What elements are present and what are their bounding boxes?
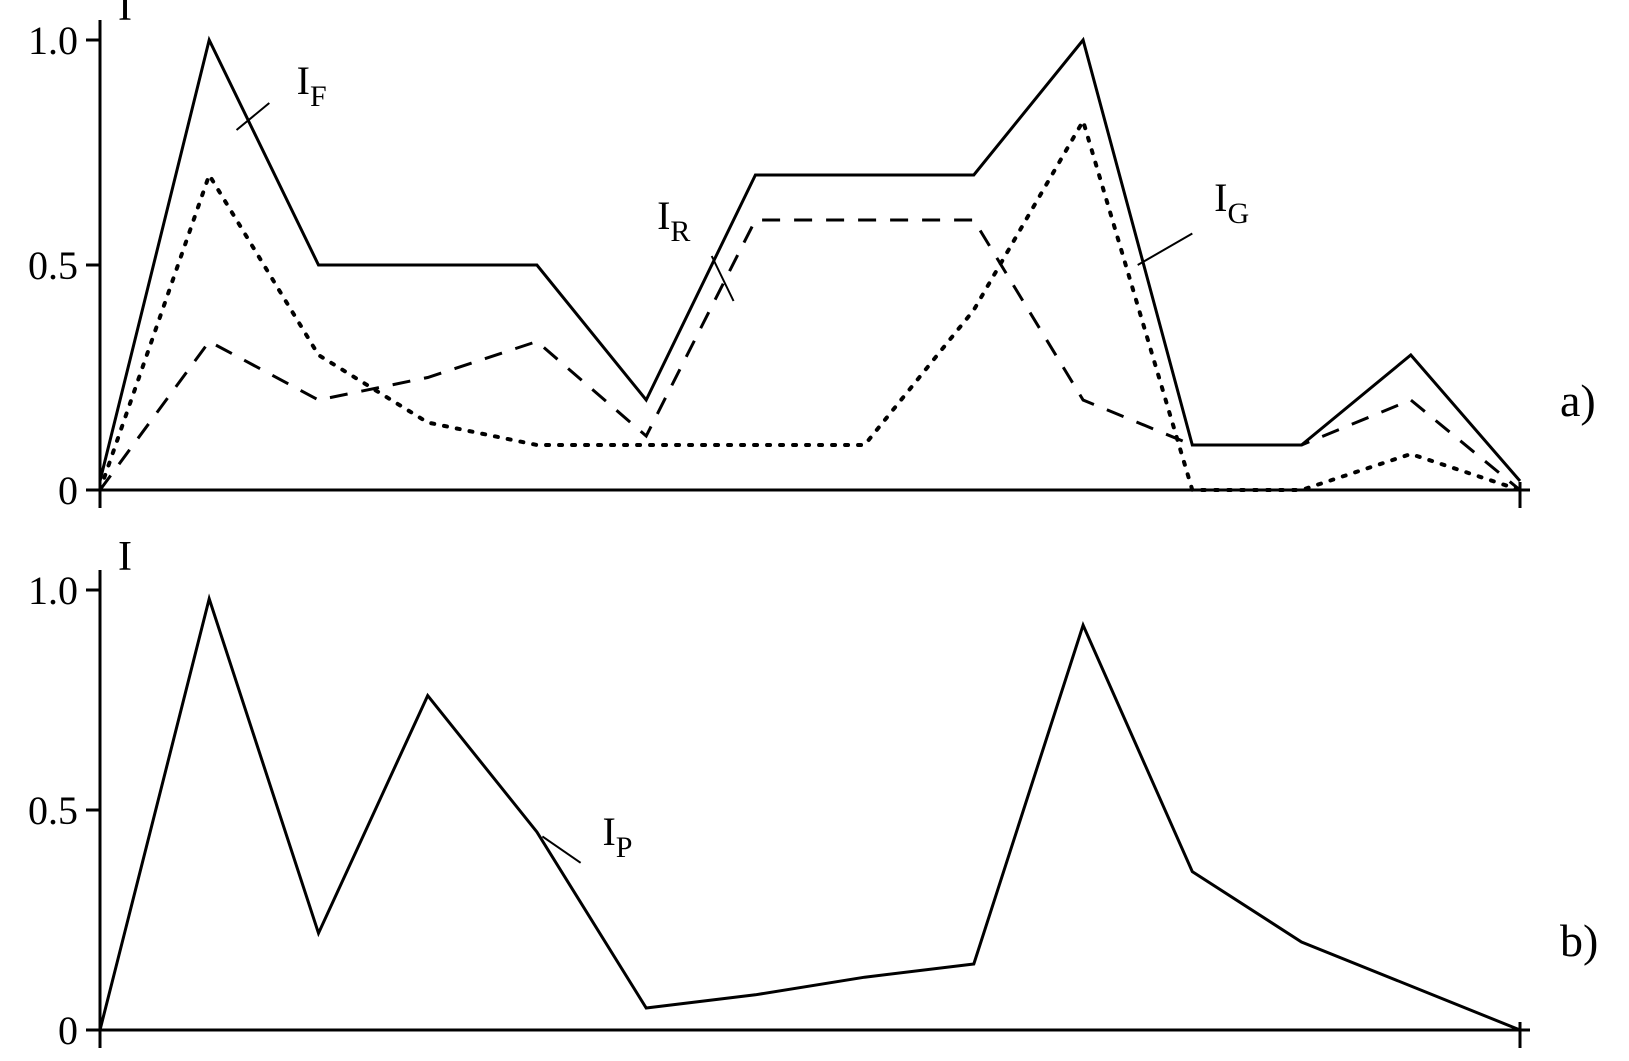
plot-svg: 0 0.5 1.0 I IF IR IG 0 0.5 1.0 I IP bbox=[0, 0, 1629, 1061]
figure-container: { "figure": { "width": 1629, "height": 1… bbox=[0, 0, 1629, 1061]
y-tick-label: 0 bbox=[58, 1008, 78, 1053]
y-tick-label: 0.5 bbox=[28, 243, 78, 288]
series-label-IF: IF bbox=[297, 58, 327, 113]
leader-IR bbox=[712, 256, 734, 301]
series-label-IR: IR bbox=[657, 193, 690, 248]
series-IR bbox=[100, 220, 1520, 490]
series-IP bbox=[100, 599, 1520, 1030]
series-label-IG: IG bbox=[1214, 175, 1249, 230]
panel-a-label: a) bbox=[1560, 374, 1596, 427]
y-tick-label: 1.0 bbox=[28, 18, 78, 63]
series-label-IP: IP bbox=[602, 809, 632, 864]
y-tick-label: 0.5 bbox=[28, 788, 78, 833]
y-axis-title: I bbox=[118, 0, 132, 30]
panel-b-label: b) bbox=[1560, 914, 1598, 967]
y-tick-label: 0 bbox=[58, 468, 78, 513]
y-tick-label: 1.0 bbox=[28, 568, 78, 613]
leader-IG bbox=[1138, 234, 1193, 266]
y-axis-title: I bbox=[118, 534, 132, 580]
